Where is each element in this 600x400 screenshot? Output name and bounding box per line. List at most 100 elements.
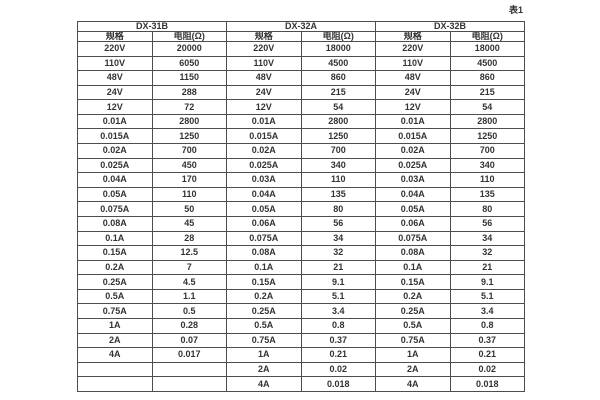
table-cell: 72 <box>151 99 227 115</box>
table-cell: 34 <box>300 230 376 247</box>
table-row: 2A 0.07 0.75A 0.37 0.75A 0.37 <box>77 332 525 349</box>
table-cell: 0.37 <box>449 332 525 349</box>
table-cell: 215 <box>300 84 376 101</box>
table-cell: 220V <box>226 41 302 57</box>
table-cell: 32 <box>449 245 525 261</box>
table-cell: 0.025A <box>226 157 302 174</box>
table-cell <box>151 361 227 378</box>
table-cell: 0.05A <box>375 201 451 217</box>
table-row: 0.2A 7 0.1A 21 0.1A 21 <box>77 259 525 276</box>
table-cell: 12.5 <box>151 245 227 261</box>
table-cell: 0.21 <box>300 347 376 363</box>
table-cell: 215 <box>449 84 525 101</box>
table-cell: 6050 <box>151 55 227 72</box>
table-cell: 860 <box>300 70 376 86</box>
table-row: 48V 1150 48V 860 48V 860 <box>77 70 525 86</box>
table-cell: 4500 <box>300 55 376 72</box>
table-cell: 0.75A <box>375 332 451 349</box>
column-header-spec: 规格 <box>77 31 153 42</box>
group-header-dx-32b: DX-32B <box>375 21 525 32</box>
column-header-row: 规格 电阻(Ω) 规格 电阻(Ω) 规格 电阻(Ω) <box>77 31 525 42</box>
table-cell: 1A <box>375 347 451 363</box>
table-cell: 0.08A <box>375 245 451 261</box>
table-row: 0.08A 45 0.06A 56 0.06A 56 <box>77 215 525 232</box>
table-cell: 2A <box>77 332 153 349</box>
table-cell: 80 <box>449 201 525 217</box>
table-cell: 34 <box>449 230 525 247</box>
table-cell: 56 <box>449 215 525 232</box>
table-row: 2A 0.02 2A 0.02 <box>77 361 525 378</box>
table-cell: 5.1 <box>300 288 376 305</box>
table-row: 0.25A 4.5 0.15A 9.1 0.15A 9.1 <box>77 274 525 290</box>
table-cell: 24V <box>226 84 302 101</box>
table-cell: 28 <box>151 230 227 247</box>
table-cell: 0.28 <box>151 317 227 334</box>
column-header-resistance: 电阻(Ω) <box>300 31 376 42</box>
table-cell: 0.017 <box>151 347 227 363</box>
table-cell: 0.5 <box>151 303 227 319</box>
table-cell: 0.05A <box>226 201 302 217</box>
resistance-table: DX-31B DX-32A DX-32B 规格 电阻(Ω) 规格 电阻(Ω) 规… <box>77 21 525 392</box>
table-cell: 0.15A <box>226 274 302 290</box>
table-cell: 18000 <box>300 41 376 57</box>
table-cell: 220V <box>375 41 451 57</box>
table-cell: 45 <box>151 215 227 232</box>
table-cell: 860 <box>449 70 525 86</box>
table-cell: 0.01A <box>226 113 302 130</box>
table-cell: 2A <box>226 361 302 378</box>
table-cell: 700 <box>449 143 525 159</box>
table-cell: 4500 <box>449 55 525 72</box>
table-cell: 450 <box>151 157 227 174</box>
table-cell: 0.2A <box>375 288 451 305</box>
table-cell: 12V <box>226 99 302 115</box>
table-cell: 110 <box>449 172 525 188</box>
table-cell: 56 <box>300 215 376 232</box>
table-cell: 0.01A <box>375 113 451 130</box>
group-header-dx-32a: DX-32A <box>226 21 376 32</box>
table-cell: 0.5A <box>226 317 302 334</box>
table-cell: 0.015A <box>375 128 451 145</box>
table-cell: 340 <box>449 157 525 174</box>
table-row: 4A 0.017 1A 0.21 1A 0.21 <box>77 347 525 363</box>
table-cell: 9.1 <box>300 274 376 290</box>
table-cell: 48V <box>226 70 302 86</box>
table-cell: 9.1 <box>449 274 525 290</box>
table-cell: 3.4 <box>449 303 525 319</box>
column-header-resistance: 电阻(Ω) <box>151 31 227 42</box>
resistance-table-grid: DX-31B DX-32A DX-32B 规格 电阻(Ω) 规格 电阻(Ω) 规… <box>77 21 525 392</box>
table-cell: 0.21 <box>449 347 525 363</box>
table-cell: 1.1 <box>151 288 227 305</box>
group-header-row: DX-31B DX-32A DX-32B <box>77 21 525 32</box>
table-row: 0.5A 1.1 0.2A 5.1 0.2A 5.1 <box>77 288 525 305</box>
table-cell: 1250 <box>300 128 376 145</box>
table-cell: 0.8 <box>300 317 376 334</box>
table-cell: 50 <box>151 201 227 217</box>
table-cell: 0.08A <box>226 245 302 261</box>
table-cell: 0.02A <box>77 143 153 159</box>
table-cell: 0.05A <box>77 186 153 203</box>
table-cell: 0.15A <box>375 274 451 290</box>
table-cell: 0.04A <box>77 172 153 188</box>
table-cell: 0.75A <box>77 303 153 319</box>
table-cell: 20000 <box>151 41 227 57</box>
table-caption: 表1 <box>508 5 523 15</box>
table-cell: 110V <box>77 55 153 72</box>
column-header-resistance: 电阻(Ω) <box>449 31 525 42</box>
table-cell: 170 <box>151 172 227 188</box>
table-cell: 1150 <box>151 70 227 86</box>
table-row: 0.15A 12.5 0.08A 32 0.08A 32 <box>77 245 525 261</box>
table-cell: 110 <box>151 186 227 203</box>
table-cell: 700 <box>300 143 376 159</box>
table-cell: 0.01A <box>77 113 153 130</box>
table-cell: 5.1 <box>449 288 525 305</box>
table-cell: 0.1A <box>375 259 451 276</box>
table-cell: 340 <box>300 157 376 174</box>
table-cell: 0.02A <box>375 143 451 159</box>
table-cell: 4A <box>226 376 302 392</box>
table-cell: 54 <box>300 99 376 115</box>
table-cell: 0.2A <box>77 259 153 276</box>
table-cell: 110 <box>300 172 376 188</box>
table-cell: 2A <box>375 361 451 378</box>
table-cell: 3.4 <box>300 303 376 319</box>
table-cell <box>151 376 227 392</box>
